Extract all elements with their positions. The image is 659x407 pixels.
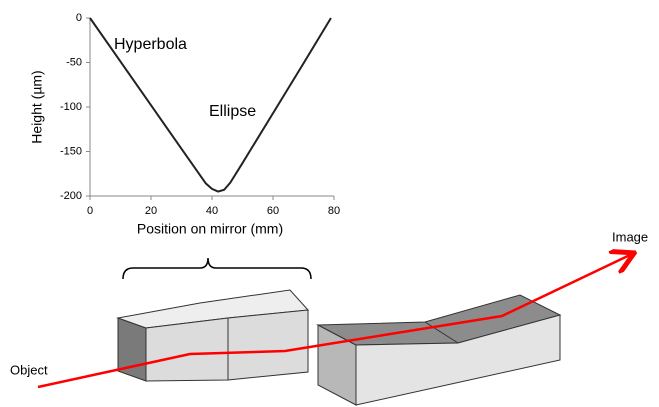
block-side <box>117 317 147 382</box>
annotation: Hyperbola <box>114 36 187 53</box>
line-series <box>89 17 332 193</box>
y-tick-label: 0 <box>76 12 82 24</box>
x-tick-label: 60 <box>267 205 279 217</box>
y-tick-label: -200 <box>60 190 82 202</box>
block-seam <box>424 321 459 344</box>
y-axis-label: Height (µm) <box>29 70 45 143</box>
x-tick-label: 20 <box>145 205 157 217</box>
block-front <box>355 314 561 406</box>
diagram-label: Object <box>10 362 48 377</box>
brace <box>122 257 312 280</box>
y-tick-label: -100 <box>60 101 82 113</box>
y-tick-label: -50 <box>66 56 82 68</box>
x-tick-label: 40 <box>206 205 218 217</box>
x-tick-label: 80 <box>328 205 340 217</box>
x-axis-label: Position on mirror (mm) <box>137 221 283 237</box>
annotation: Ellipse <box>209 103 256 120</box>
light-ray <box>37 254 632 389</box>
x-tick-label: 0 <box>87 205 93 217</box>
diagram-label: Image <box>612 229 648 244</box>
y-tick-label: -150 <box>60 145 82 157</box>
